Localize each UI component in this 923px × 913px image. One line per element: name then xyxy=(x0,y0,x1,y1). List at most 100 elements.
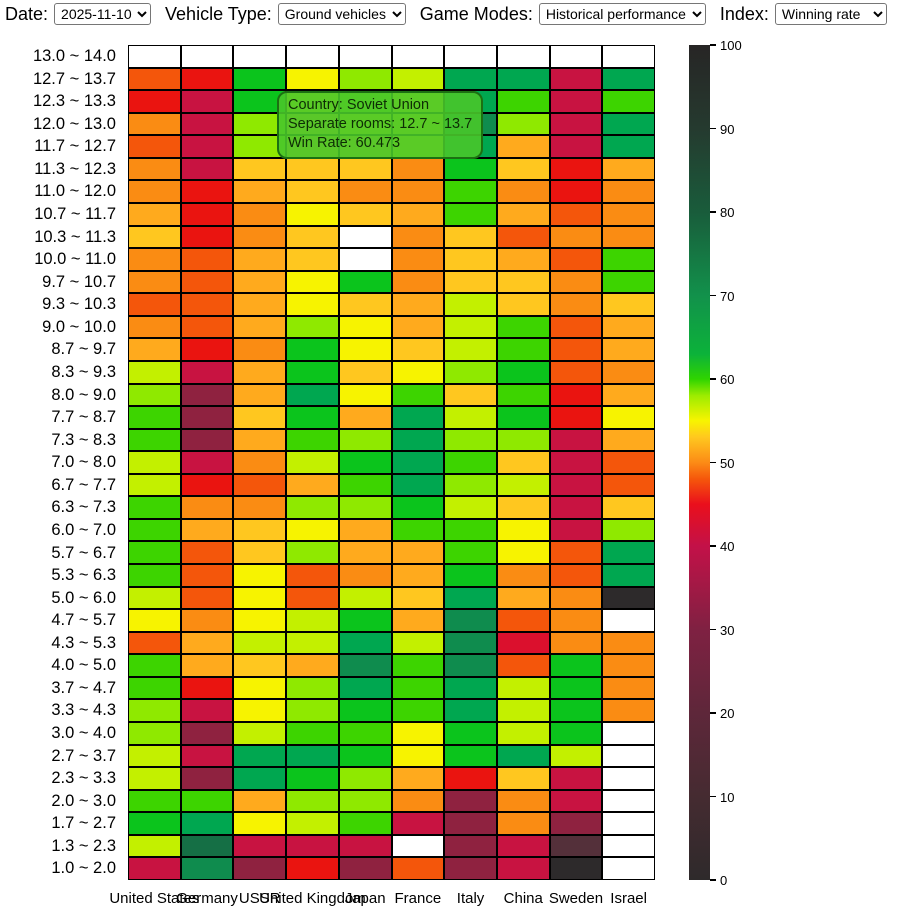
heatmap-cell[interactable] xyxy=(549,428,603,452)
heatmap-cell[interactable] xyxy=(391,202,445,226)
heatmap-cell[interactable] xyxy=(496,857,550,880)
heatmap-cell[interactable] xyxy=(444,496,497,519)
heatmap-cell[interactable] xyxy=(549,383,603,407)
heatmap-cell[interactable] xyxy=(391,744,445,768)
heatmap-cell[interactable] xyxy=(602,383,655,407)
heatmap-cell[interactable] xyxy=(602,473,655,497)
heatmap-cell[interactable] xyxy=(180,360,234,384)
heatmap-cell[interactable] xyxy=(233,225,287,249)
heatmap-cell[interactable] xyxy=(233,812,287,835)
heatmap-cell[interactable] xyxy=(391,654,445,677)
heatmap-cell[interactable] xyxy=(180,90,234,113)
heatmap-cell[interactable] xyxy=(549,676,603,700)
heatmap-cell[interactable] xyxy=(338,699,392,723)
heatmap-cell[interactable] xyxy=(602,360,655,384)
heatmap-cell[interactable] xyxy=(391,699,445,723)
heatmap-cell[interactable] xyxy=(602,428,655,452)
heatmap-cell[interactable] xyxy=(496,45,550,68)
heatmap-cell[interactable] xyxy=(444,248,497,271)
heatmap-cell[interactable] xyxy=(180,518,234,542)
heatmap-cell[interactable] xyxy=(391,360,445,384)
heatmap-cell[interactable] xyxy=(391,406,445,429)
heatmap-cell[interactable] xyxy=(496,473,550,497)
heatmap-cell[interactable] xyxy=(128,541,181,565)
heatmap-cell[interactable] xyxy=(444,360,497,384)
heatmap-cell[interactable] xyxy=(602,248,655,271)
heatmap-cell[interactable] xyxy=(444,857,497,880)
heatmap-cell[interactable] xyxy=(444,744,497,768)
heatmap-cell[interactable] xyxy=(391,789,445,813)
heatmap-cell[interactable] xyxy=(128,45,181,68)
heatmap-cell[interactable] xyxy=(602,202,655,226)
heatmap-cell[interactable] xyxy=(180,676,234,700)
index-select[interactable]: Winning rate xyxy=(774,3,887,25)
heatmap-cell[interactable] xyxy=(391,67,445,91)
heatmap-cell[interactable] xyxy=(549,812,603,835)
heatmap-cell[interactable] xyxy=(233,270,287,294)
heatmap-cell[interactable] xyxy=(391,631,445,655)
heatmap-cell[interactable] xyxy=(128,676,181,700)
heatmap-cell[interactable] xyxy=(338,744,392,768)
heatmap-cell[interactable] xyxy=(602,857,655,880)
heatmap-cell[interactable] xyxy=(391,496,445,519)
heatmap-cell[interactable] xyxy=(180,834,234,858)
heatmap-cell[interactable] xyxy=(391,338,445,361)
heatmap-cell[interactable] xyxy=(391,586,445,610)
vehicle-type-select[interactable]: Ground vehicles xyxy=(277,3,406,25)
heatmap-cell[interactable] xyxy=(286,157,339,181)
heatmap-cell[interactable] xyxy=(444,609,497,632)
heatmap-cell[interactable] xyxy=(444,518,497,542)
heatmap-cell[interactable] xyxy=(286,293,339,316)
heatmap-cell[interactable] xyxy=(549,270,603,294)
heatmap-cell[interactable] xyxy=(602,45,655,68)
heatmap-cell[interactable] xyxy=(549,496,603,519)
heatmap-cell[interactable] xyxy=(180,767,234,790)
heatmap-cell[interactable] xyxy=(128,834,181,858)
heatmap-cell[interactable] xyxy=(602,293,655,316)
heatmap-cell[interactable] xyxy=(391,767,445,790)
heatmap-cell[interactable] xyxy=(233,609,287,632)
heatmap-cell[interactable] xyxy=(128,857,181,880)
heatmap-cell[interactable] xyxy=(128,609,181,632)
heatmap-cell[interactable] xyxy=(391,722,445,745)
heatmap-cell[interactable] xyxy=(180,541,234,565)
heatmap-cell[interactable] xyxy=(233,383,287,407)
heatmap-cell[interactable] xyxy=(128,812,181,835)
heatmap-cell[interactable] xyxy=(391,541,445,565)
heatmap-cell[interactable] xyxy=(338,518,392,542)
heatmap-cell[interactable] xyxy=(496,812,550,835)
heatmap-cell[interactable] xyxy=(444,586,497,610)
heatmap-cell[interactable] xyxy=(444,451,497,474)
heatmap-cell[interactable] xyxy=(602,699,655,723)
heatmap-cell[interactable] xyxy=(286,360,339,384)
heatmap-cell[interactable] xyxy=(391,518,445,542)
heatmap-cell[interactable] xyxy=(338,248,392,271)
heatmap-cell[interactable] xyxy=(286,383,339,407)
heatmap-cell[interactable] xyxy=(233,202,287,226)
heatmap-cell[interactable] xyxy=(602,112,655,136)
heatmap-cell[interactable] xyxy=(444,654,497,677)
heatmap-cell[interactable] xyxy=(496,270,550,294)
heatmap-cell[interactable] xyxy=(128,202,181,226)
heatmap-cell[interactable] xyxy=(338,564,392,587)
heatmap-cell[interactable] xyxy=(549,518,603,542)
heatmap-cell[interactable] xyxy=(496,586,550,610)
heatmap-cell[interactable] xyxy=(338,67,392,91)
heatmap-cell[interactable] xyxy=(128,473,181,497)
heatmap-cell[interactable] xyxy=(549,767,603,790)
heatmap-cell[interactable] xyxy=(286,789,339,813)
heatmap-cell[interactable] xyxy=(233,248,287,271)
heatmap-cell[interactable] xyxy=(444,564,497,587)
heatmap-cell[interactable] xyxy=(496,383,550,407)
heatmap-cell[interactable] xyxy=(286,586,339,610)
heatmap-cell[interactable] xyxy=(180,473,234,497)
heatmap-cell[interactable] xyxy=(233,699,287,723)
heatmap-cell[interactable] xyxy=(180,383,234,407)
heatmap-cell[interactable] xyxy=(602,338,655,361)
heatmap-cell[interactable] xyxy=(496,135,550,158)
heatmap-cell[interactable] xyxy=(180,699,234,723)
heatmap-cell[interactable] xyxy=(128,67,181,91)
heatmap-cell[interactable] xyxy=(286,496,339,519)
heatmap-cell[interactable] xyxy=(391,180,445,203)
heatmap-cell[interactable] xyxy=(496,744,550,768)
